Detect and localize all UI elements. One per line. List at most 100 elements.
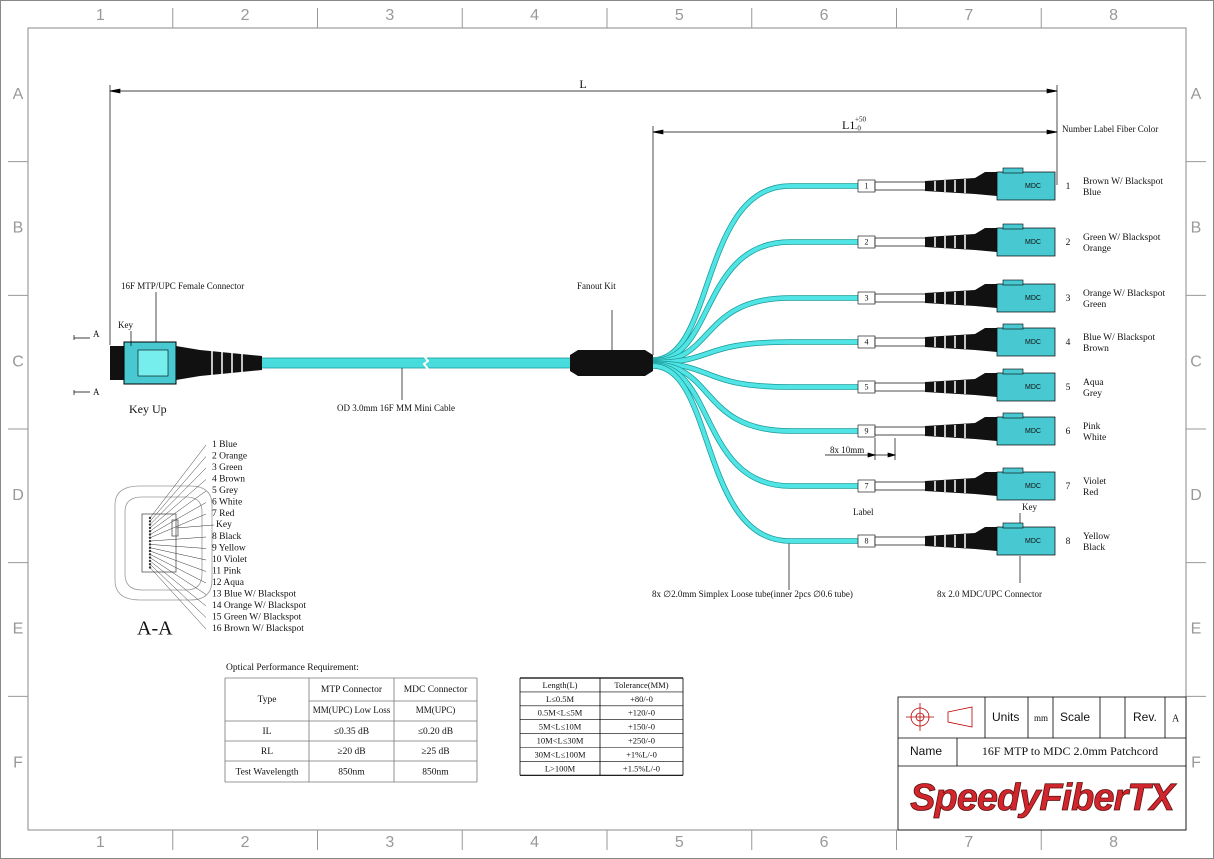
fiber-leader [149,479,207,529]
leader-lines [73,292,1021,590]
name: 16F MTP to MDC 2.0mm Patchcord [982,744,1158,758]
column-label: 3 [385,834,394,851]
row-label: F [13,754,23,771]
connector-latch [1002,467,1024,474]
fiber-color: Black [1083,543,1105,553]
row-label: E [1191,621,1202,638]
table-cell: Test Wavelength [235,768,298,778]
leg-label: 4 [865,337,869,346]
connector-boot [925,172,997,196]
connector-housing [996,283,1056,313]
fiber-dot [148,559,152,563]
table-cell: +150/-0 [628,722,655,732]
connector-latch [1002,279,1024,286]
table-cell: ≥25 dB [421,747,449,757]
leg-number: 6 [1066,427,1071,437]
boot-ridges [934,424,966,438]
leg-number: 3 [1066,294,1071,304]
boot-ridges [934,335,966,349]
fiber-color: Brown [1083,344,1109,354]
units: mm [1034,713,1048,723]
column-label: 5 [675,834,684,851]
column-label: 2 [241,7,250,24]
connector-mark: MDC [1025,339,1041,346]
section-view [114,485,213,601]
mtp-boot [176,346,262,380]
connector-housing [996,327,1056,357]
column-label: 1 [96,7,105,24]
fiber-color: Yellow [1083,532,1110,542]
fiber-name: 5 Grey [212,486,238,496]
column-label: 6 [820,7,829,24]
leg-label: 3 [865,293,869,302]
table-cell: +120/-0 [628,708,655,718]
leg-number: 8 [1066,537,1071,547]
column-label: 2 [241,834,250,851]
connector-housing [996,416,1056,446]
connector-mark: MDC [1025,538,1041,545]
connector-housing [996,227,1056,257]
fiber-dot [148,546,152,549]
connector-latch [1002,223,1024,230]
scale-label: Scale [1060,710,1090,724]
leg-label: 5 [865,382,869,391]
break-mark [422,355,430,370]
leg-sleeve [874,481,928,491]
frame-labels: 1 1 2 2 3 3 4 4 5 5 6 6 7 7 8 8 A A B B C C D D E E F F [8,7,1206,851]
row-label: D [1190,487,1202,504]
tolerance-lower: -0 [855,125,861,133]
mtp-body [110,346,124,380]
leg-number: 5 [1066,383,1071,393]
connector-boot [925,328,997,352]
fiber-name: 15 Green W/ Blackspot [212,613,302,623]
rev: A [1172,713,1180,724]
table-cell: +1.5%L/-0 [623,763,660,773]
fiber-dot [148,543,152,546]
table-cell: L>100M [545,763,576,773]
fiber-dot [148,539,152,543]
connector-boot [925,527,997,551]
leg-tube [652,364,858,543]
row-label: B [13,220,24,237]
fiber-dot [148,536,152,539]
connector-boot [925,228,997,252]
connector-boot [925,472,997,496]
fiber-leader [149,550,207,572]
callout: Label [853,507,874,517]
leg-tube [652,362,858,433]
trunk-cable [259,357,573,369]
fiber-leader [149,560,207,607]
fiber-dot [148,566,152,569]
leg-number: 1 [1066,182,1071,192]
key-leader [175,524,215,529]
connector-housing [996,526,1056,556]
fiber-color: Blue [1083,188,1101,198]
fiber-dot [148,526,152,530]
leg-sleeve [874,426,928,436]
callout: Key Up [129,402,167,416]
section-key: Key [216,520,232,530]
mtp-ferrule [137,349,169,377]
connector-latch [1002,412,1024,419]
dimension-label: 8x 10mm [830,445,864,455]
table-cell: 0.5M<L≤5M [538,708,583,718]
leg-sleeve [874,181,928,191]
table-cell: L≤0.5M [546,694,574,704]
table-header: Length(L) [543,680,578,690]
leg-number: 2 [1066,238,1071,248]
column-label: 1 [96,834,105,851]
connector-boot [925,284,997,308]
connector-mark: MDC [1025,483,1041,490]
fiber-name: 14 Orange W/ Blackspot [212,601,306,611]
row-label: A [13,86,24,103]
connector-housing [996,372,1056,402]
fiber-name: 9 Yellow [212,544,246,554]
rev-label: Rev. [1133,710,1157,724]
optical-table: Type MTP Connector MM(UPC) Low Loss MDC Con… [224,677,478,783]
fiber-dot [148,563,152,566]
fiber-leader [149,564,207,618]
fiber-color: Orange W/ Blackspot [1083,289,1165,299]
table-cell: 5M<L≤10M [539,722,582,732]
